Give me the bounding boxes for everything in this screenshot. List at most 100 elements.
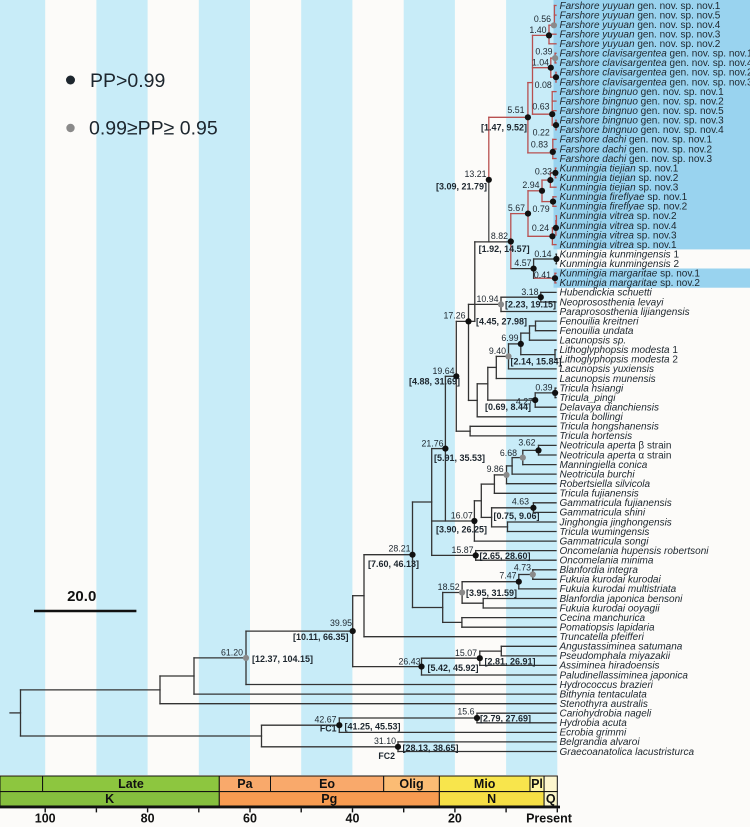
- svg-text:3.62: 3.62: [518, 438, 535, 448]
- svg-text:10.94: 10.94: [476, 294, 498, 304]
- svg-text:0.41: 0.41: [534, 270, 551, 280]
- svg-text:39.95: 39.95: [330, 618, 352, 628]
- svg-text:Farshore clavisargentea gen. n: Farshore clavisargentea gen. nov. sp. no…: [560, 49, 750, 60]
- svg-text:[5.42, 45.92]: [5.42, 45.92]: [428, 663, 479, 673]
- svg-text:[1.47, 9.52]: [1.47, 9.52]: [481, 123, 527, 133]
- svg-text:Tricula wumingensis: Tricula wumingensis: [560, 527, 650, 538]
- svg-text:42.67: 42.67: [314, 715, 336, 725]
- svg-text:Farshore clavisargentea gen. n: Farshore clavisargentea gen. nov. sp. no…: [560, 77, 750, 88]
- svg-text:4.63: 4.63: [512, 496, 529, 506]
- svg-text:Pl: Pl: [531, 777, 543, 791]
- svg-text:[4.88, 31.69]: [4.88, 31.69]: [409, 376, 460, 386]
- svg-text:Stenothyra australis: Stenothyra australis: [560, 699, 648, 710]
- svg-text:Oncomelania hupensis robertson: Oncomelania hupensis robertsoni: [560, 546, 710, 557]
- svg-text:Neotricula burchi: Neotricula burchi: [560, 469, 636, 480]
- svg-text:4.57: 4.57: [514, 258, 531, 268]
- svg-text:Kunmingia fireflyae sp. nov.2: Kunmingia fireflyae sp. nov.2: [560, 202, 688, 213]
- svg-text:Paraprososthenia lijiangensis: Paraprososthenia lijiangensis: [560, 307, 690, 318]
- svg-text:9.86: 9.86: [487, 464, 504, 474]
- svg-text:0.79: 0.79: [533, 204, 550, 214]
- svg-text:19.64: 19.64: [432, 366, 454, 376]
- svg-text:Cecina manchurica: Cecina manchurica: [560, 613, 646, 624]
- svg-text:FC2: FC2: [378, 751, 395, 761]
- svg-text:Neotricula aperta β strain: Neotricula aperta β strain: [560, 441, 672, 452]
- svg-text:31.10: 31.10: [374, 736, 396, 746]
- svg-text:Kunmingia margaritae sp. nov.1: Kunmingia margaritae sp. nov.1: [560, 269, 701, 280]
- svg-text:Lithoglyphopsis modesta 2: Lithoglyphopsis modesta 2: [560, 355, 679, 366]
- svg-text:[2.79, 27.69]: [2.79, 27.69]: [480, 713, 531, 723]
- svg-text:[3.95, 31.59]: [3.95, 31.59]: [466, 588, 517, 598]
- svg-text:[12.37, 104.15]: [12.37, 104.15]: [252, 654, 313, 664]
- svg-text:Fukuia kurodai multistriata: Fukuia kurodai multistriata: [560, 584, 677, 595]
- svg-text:Assiminea hiradoensis: Assiminea hiradoensis: [559, 661, 660, 672]
- svg-text:16.07: 16.07: [451, 511, 473, 521]
- svg-text:Manningiella conica: Manningiella conica: [560, 460, 648, 471]
- svg-text:[1.92, 14.57]: [1.92, 14.57]: [479, 244, 530, 254]
- svg-text:[3.09, 21.79]: [3.09, 21.79]: [436, 181, 487, 191]
- svg-text:8.82: 8.82: [491, 231, 508, 241]
- svg-text:9.40: 9.40: [489, 346, 506, 356]
- svg-text:Pomatiopsis lapidaria: Pomatiopsis lapidaria: [560, 623, 655, 634]
- svg-text:Farshore bingnuo gen. nov. sp.: Farshore bingnuo gen. nov. sp. nov.1: [560, 87, 725, 98]
- svg-text:Tricula hsiangi: Tricula hsiangi: [560, 383, 625, 394]
- svg-text:Kunmingia fireflyae sp. nov.1: Kunmingia fireflyae sp. nov.1: [560, 192, 688, 203]
- svg-text:[2.23, 19.15]: [2.23, 19.15]: [505, 299, 556, 309]
- svg-text:Kunmingia vitrea sp. nov.1: Kunmingia vitrea sp. nov.1: [560, 240, 678, 251]
- svg-text:0.63: 0.63: [532, 101, 549, 111]
- svg-text:80: 80: [141, 812, 155, 826]
- svg-text:20: 20: [448, 812, 462, 826]
- svg-text:Truncatella pfeifferi: Truncatella pfeifferi: [560, 632, 645, 643]
- svg-text:Blanfordia integra: Blanfordia integra: [560, 565, 639, 576]
- svg-text:Tricula hongshanensis: Tricula hongshanensis: [560, 422, 659, 433]
- svg-text:40: 40: [346, 812, 360, 826]
- svg-text:Olig: Olig: [399, 777, 423, 791]
- svg-text:Fukuia kurodai kurodai: Fukuia kurodai kurodai: [560, 575, 662, 586]
- svg-text:[2.14, 15.84]: [2.14, 15.84]: [511, 357, 562, 367]
- svg-text:[4.45, 27.98]: [4.45, 27.98]: [476, 317, 527, 327]
- svg-text:21.76: 21.76: [421, 438, 443, 448]
- svg-text:15.07: 15.07: [455, 648, 477, 658]
- svg-text:K: K: [105, 792, 114, 806]
- svg-text:Lacunopsis sp.: Lacunopsis sp.: [560, 336, 627, 347]
- svg-text:Robertsiella silvicola: Robertsiella silvicola: [560, 479, 651, 490]
- svg-text:Kunmingia tiejian sp. nov.2: Kunmingia tiejian sp. nov.2: [560, 173, 679, 184]
- svg-text:[41.25, 45.53]: [41.25, 45.53]: [345, 721, 401, 731]
- svg-text:Farshore bingnuo gen. nov. sp.: Farshore bingnuo gen. nov. sp. nov.4: [560, 125, 725, 136]
- svg-text:[0.69, 8.44]: [0.69, 8.44]: [485, 402, 531, 412]
- svg-text:Hydrococcus brazieri: Hydrococcus brazieri: [560, 680, 654, 691]
- svg-text:[5.91, 35.53]: [5.91, 35.53]: [434, 453, 485, 463]
- svg-text:Hubendickia schuetti: Hubendickia schuetti: [560, 288, 653, 299]
- svg-text:6.99: 6.99: [501, 333, 518, 343]
- svg-text:Kunmingia vitrea sp. nov.4: Kunmingia vitrea sp. nov.4: [560, 221, 678, 232]
- svg-text:Lithoglyphopsis modesta 1: Lithoglyphopsis modesta 1: [560, 345, 679, 356]
- svg-text:Kunmingia tiejian sp. nov.3: Kunmingia tiejian sp. nov.3: [560, 183, 679, 194]
- svg-text:5.67: 5.67: [508, 203, 525, 213]
- svg-text:Kunmingia kunmingensis 2: Kunmingia kunmingensis 2: [560, 259, 680, 270]
- svg-text:4.73: 4.73: [514, 562, 531, 572]
- svg-text:Angustassiminea satumana: Angustassiminea satumana: [559, 642, 683, 653]
- svg-text:0.99≥PP≥ 0.95: 0.99≥PP≥ 0.95: [89, 118, 218, 140]
- svg-text:[2.81, 26.91]: [2.81, 26.91]: [485, 657, 536, 667]
- svg-text:0.39: 0.39: [535, 47, 552, 57]
- svg-text:15.87: 15.87: [451, 545, 473, 555]
- svg-text:[3.90, 26.25]: [3.90, 26.25]: [436, 525, 487, 535]
- svg-text:0.24: 0.24: [532, 223, 549, 233]
- svg-text:Blanfordia japonica bensoni: Blanfordia japonica bensoni: [560, 594, 684, 605]
- svg-text:100: 100: [35, 812, 56, 826]
- svg-text:Pg: Pg: [321, 792, 337, 806]
- svg-text:Farshore bingnuo gen. nov. sp.: Farshore bingnuo gen. nov. sp. nov.5: [560, 106, 725, 117]
- svg-text:4.27: 4.27: [516, 396, 533, 406]
- svg-text:Present: Present: [526, 812, 573, 826]
- svg-text:Kunmingia kunmingensis 1: Kunmingia kunmingensis 1: [560, 250, 680, 261]
- svg-text:Gammatricula shini: Gammatricula shini: [560, 508, 646, 519]
- svg-text:Lacunopsis yuxiensis: Lacunopsis yuxiensis: [560, 364, 655, 375]
- svg-text:Paludinellassiminea japonica: Paludinellassiminea japonica: [560, 670, 689, 681]
- svg-text:[28.13, 38.65]: [28.13, 38.65]: [403, 743, 459, 753]
- svg-text:[2.65, 28.60]: [2.65, 28.60]: [480, 551, 531, 561]
- svg-text:0.14: 0.14: [534, 249, 551, 259]
- svg-text:FC1: FC1: [320, 724, 337, 734]
- svg-text:Farshore clavisargentea gen. n: Farshore clavisargentea gen. nov. sp. no…: [560, 58, 750, 69]
- svg-text:20.0: 20.0: [67, 588, 96, 605]
- svg-text:Late: Late: [118, 777, 144, 791]
- svg-text:[10.11, 66.35]: [10.11, 66.35]: [293, 632, 349, 642]
